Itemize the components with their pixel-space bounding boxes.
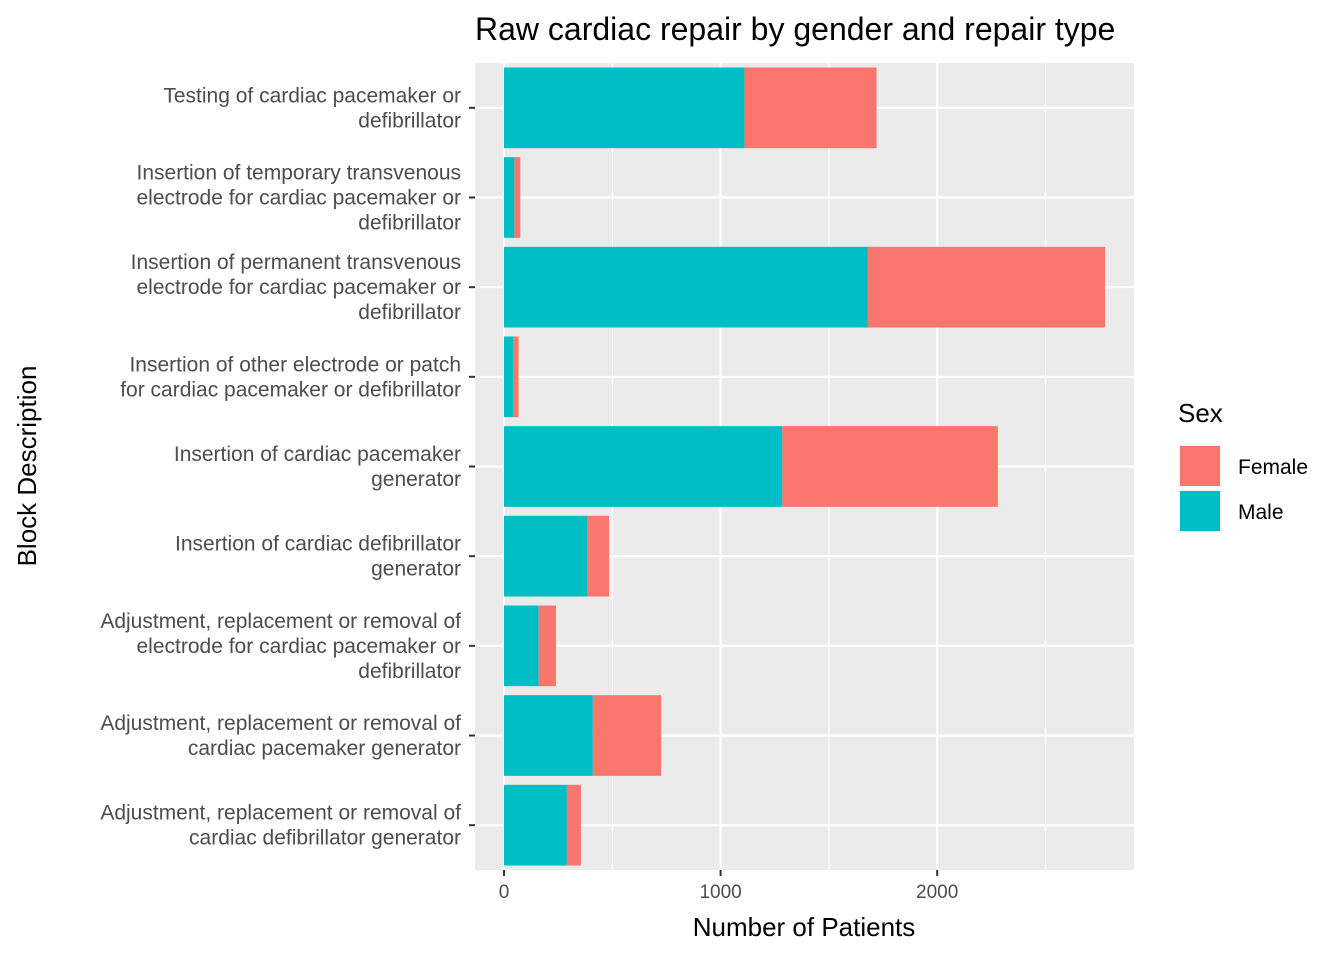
bar-male: [504, 695, 593, 776]
category-label-line: Adjustment, replacement or removal of: [100, 802, 461, 825]
y-axis-title: Block Description: [12, 366, 42, 567]
category-label-line: defibrillator: [358, 660, 461, 683]
category-label: Insertion of cardiac defibrillator genera…: [175, 533, 461, 581]
legend-swatch-female: [1180, 446, 1220, 486]
category-label-line: Insertion of other electrode or patch: [129, 353, 461, 376]
bar-female: [538, 605, 556, 687]
category-label: Adjustment, replacement or removal of ele…: [100, 610, 461, 683]
category-label-line: electrode for cardiac pacemaker or: [137, 635, 462, 658]
category-label: Insertion of cardiac pacemaker generator: [174, 443, 461, 491]
category-label-line: defibrillator: [358, 301, 461, 324]
legend-label-female: Female: [1238, 456, 1308, 479]
category-label-line: cardiac pacemaker generator: [188, 737, 461, 760]
x-tick-label: 0: [499, 882, 510, 903]
x-axis-title: Number of Patients: [693, 912, 916, 942]
category-label-line: Insertion of cardiac defibrillator: [175, 533, 461, 556]
category-label-line: Insertion of cardiac pacemaker: [174, 443, 461, 466]
bar-female: [592, 695, 662, 776]
x-axis: 0 1000 2000: [499, 870, 958, 903]
category-label-line: electrode for cardiac pacemaker or: [137, 187, 462, 210]
legend-swatch-male: [1180, 491, 1220, 531]
bar-female: [587, 515, 610, 597]
category-label: Adjustment, replacement or removal of car…: [100, 802, 461, 850]
category-label-line: Insertion of permanent transvenous: [131, 251, 461, 274]
category-label: Adjustment, replacement or removal of car…: [100, 712, 461, 760]
category-label-line: Insertion of temporary transvenous: [137, 162, 462, 185]
y-axis: Testing of cardiac pacemaker or defibrill…: [100, 84, 475, 850]
legend: Sex Female Male: [1178, 398, 1308, 532]
bar-male: [504, 605, 539, 687]
category-label-line: Adjustment, replacement or removal of: [100, 610, 461, 633]
category-label-line: defibrillator: [358, 212, 461, 235]
bar-female: [867, 246, 1106, 328]
bar-female: [782, 426, 998, 507]
bars: [504, 67, 1106, 866]
category-label-line: Testing of cardiac pacemaker or: [163, 84, 461, 107]
legend-label-male: Male: [1238, 501, 1284, 524]
category-label-line: Adjustment, replacement or removal of: [100, 712, 461, 735]
bar-male: [504, 157, 515, 238]
category-label: Insertion of permanent transvenous electr…: [131, 251, 461, 324]
category-label: Insertion of temporary transvenous electr…: [137, 162, 462, 235]
bar-female: [744, 67, 877, 149]
bar-female: [566, 784, 581, 866]
category-label-line: electrode for cardiac pacemaker or: [137, 276, 462, 299]
bar-male: [504, 67, 745, 149]
bar-male: [504, 426, 783, 507]
legend-title: Sex: [1178, 398, 1223, 428]
category-label-line: generator: [371, 558, 461, 581]
category-label: Insertion of other electrode or patch for…: [120, 353, 461, 401]
category-label: Testing of cardiac pacemaker or defibrill…: [163, 84, 461, 132]
category-label-line: defibrillator: [358, 109, 461, 132]
bar-male: [504, 336, 514, 418]
category-label-line: generator: [371, 468, 461, 491]
bar-male: [504, 784, 567, 866]
chart-title: Raw cardiac repair by gender and repair …: [475, 11, 1115, 47]
bar-male: [504, 246, 868, 328]
x-tick-label: 1000: [699, 882, 741, 903]
bar-male: [504, 515, 588, 597]
x-tick-label: 2000: [916, 882, 958, 903]
bar-female: [513, 336, 519, 418]
bar-female: [514, 157, 521, 238]
category-label-line: cardiac defibrillator generator: [189, 827, 461, 850]
category-label-line: for cardiac pacemaker or defibrillator: [120, 378, 461, 401]
